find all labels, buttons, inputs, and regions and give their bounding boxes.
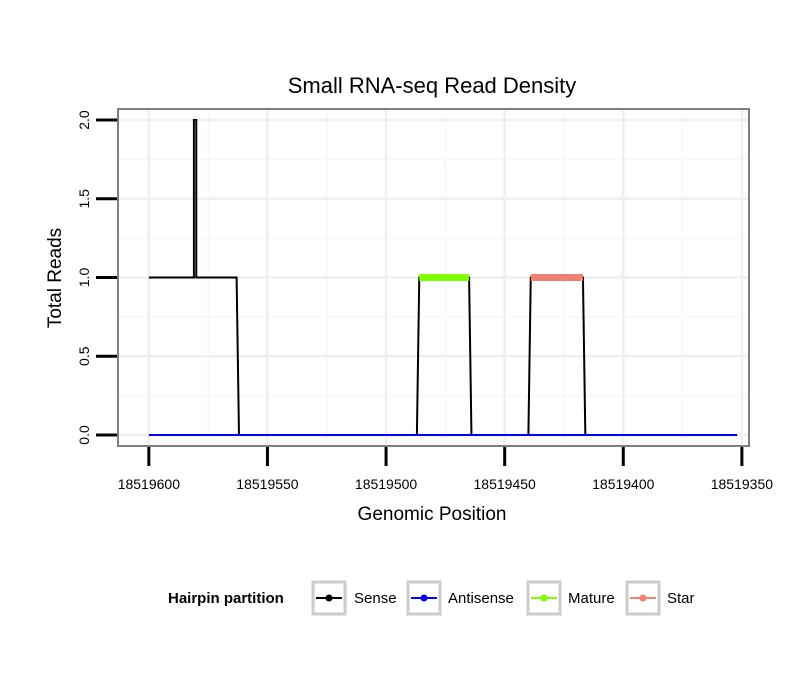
legend-item-star: Star [625,580,695,616]
legend-label: Antisense [448,590,514,607]
y-tick-label: 0.0 [76,425,92,445]
y-tick-label: 2.0 [76,110,92,130]
plot-panel-border [117,108,750,447]
x-axis: 18519600 18519550 18519500 18519450 18519400… [118,447,774,492]
legend-title: Hairpin partition [168,590,284,607]
series-lines [148,119,738,436]
legend-label: Mature [568,590,615,607]
y-tick-label: 1.5 [76,189,92,209]
x-tick-label: 18519400 [592,476,655,492]
y-axis-title: Total Reads [45,228,66,328]
legend-key-point [325,594,333,602]
x-tick-label: 18519550 [236,476,299,492]
legend-item-sense: Sense [311,580,397,616]
legend-items: Sense Antisense Mature Star [311,580,695,616]
legend-item-antisense: Antisense [406,580,514,616]
x-tick-label: 18519600 [118,476,181,492]
legend-label: Star [667,590,695,607]
x-axis-title: Genomic Position [358,504,507,525]
legend: Hairpin partition Sense Antisense Mature St… [168,580,695,616]
legend-key-point [639,594,647,602]
y-tick-label: 0.5 [76,346,92,366]
chart-title: Small RNA-seq Read Density [288,73,577,98]
legend-label: Sense [354,590,397,607]
x-tick-label: 18519450 [474,476,537,492]
y-axis: 0.0 0.5 1.0 1.5 2.0 [76,110,117,445]
x-tick-label: 18519350 [711,476,774,492]
legend-key-point [420,594,428,602]
y-tick-label: 1.0 [76,268,92,288]
x-tick-label: 18519500 [355,476,418,492]
legend-item-mature: Mature [526,580,615,616]
legend-key-point [540,594,548,602]
